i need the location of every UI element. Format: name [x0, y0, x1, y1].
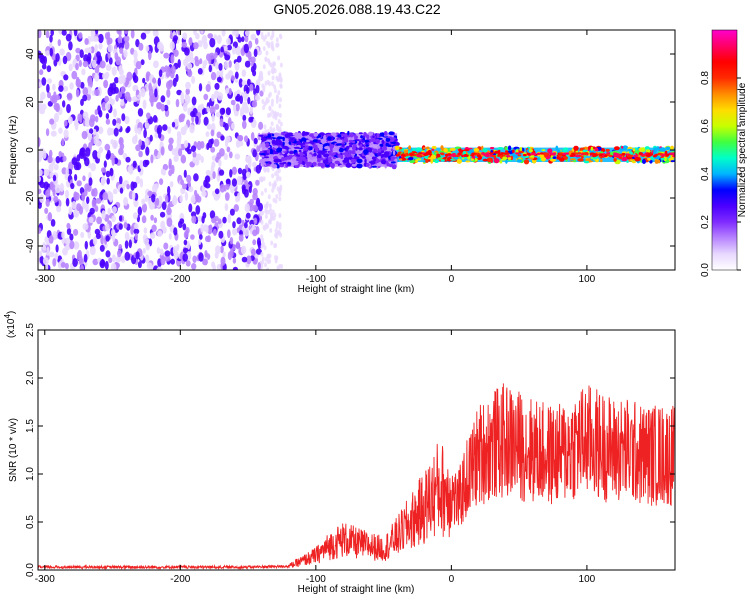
snr-x-axis: -300 -200 -100 0 100 — [35, 330, 596, 585]
snr-y-tick-label: 2.0 — [25, 371, 36, 385]
snr-x-tick-label: -200 — [170, 574, 190, 585]
svg-text:(x104): (x104) — [3, 311, 17, 338]
spectrogram-y-axis: -40 -20 0 20 40 — [25, 48, 675, 253]
spectrogram-y-tick-label: 40 — [25, 48, 36, 60]
colorbar-frame — [711, 29, 738, 271]
snr-panel: -300 -200 -100 0 100 0.0 0.5 1.0 1.5 2.0 2.5 Heig… — [3, 311, 676, 595]
snr-y-label: SNR (10 * v/v) — [8, 418, 19, 482]
spectrogram-y-tick-label: 20 — [25, 96, 36, 108]
snr-y-tick-label: 1.5 — [25, 419, 36, 433]
spectrogram-y-label: Frequency (Hz) — [8, 116, 19, 185]
spectrogram-x-tick-label: -100 — [306, 274, 326, 285]
snr-frame — [37, 329, 676, 571]
colorbar-label: Normalized spectral amplitude — [737, 82, 748, 217]
figure-title: GN05.2026.088.19.43.C22 — [273, 1, 441, 17]
spectrogram-x-tick-label: -200 — [170, 274, 190, 285]
snr-x-tick-label: 0 — [449, 574, 455, 585]
snr-series-line — [37, 383, 676, 571]
spectrogram-x-tick-label: -300 — [35, 274, 55, 285]
spectrogram-image — [38, 30, 675, 270]
spectrogram-y-tick-label: -40 — [25, 238, 36, 253]
snr-y-tick-label: 2.5 — [25, 323, 36, 337]
colorbar: 0.0 0.2 0.4 0.6 0.8 Normalized spectral ampl… — [700, 29, 748, 277]
snr-y-tick-label: 1.0 — [25, 467, 36, 481]
snr-scale-exponent: 4 — [3, 314, 12, 319]
colorbar-gradient — [712, 30, 737, 270]
spectrogram-y-tick-label: 0 — [25, 147, 36, 153]
spectrogram-x-axis: -300 -200 -100 0 100 — [35, 30, 596, 285]
colorbar-tick-label: 0.0 — [700, 263, 711, 277]
snr-y-tick-label: 0.0 — [25, 563, 36, 577]
colorbar-tick-label: 0.8 — [700, 71, 711, 85]
snr-scale-prefix: (x10 — [6, 318, 17, 338]
snr-scale-suffix: ) — [6, 311, 17, 314]
snr-x-label: Height of straight line (km) — [298, 584, 415, 595]
snr-x-tick-label: -300 — [35, 574, 55, 585]
snr-y-scale-factor: (x104) — [3, 311, 17, 338]
colorbar-ticks: 0.0 0.2 0.4 0.6 0.8 — [700, 71, 741, 277]
snr-x-tick-label: -100 — [306, 574, 326, 585]
spectrogram-x-tick-label: 100 — [579, 274, 596, 285]
snr-y-axis: 0.0 0.5 1.0 1.5 2.0 2.5 — [25, 323, 675, 577]
spectrogram-x-label: Height of straight line (km) — [298, 284, 415, 295]
spectrogram-x-tick-label: 0 — [449, 274, 455, 285]
colorbar-tick-label: 0.6 — [700, 119, 711, 133]
snr-x-tick-label: 100 — [579, 574, 596, 585]
colorbar-tick-label: 0.2 — [700, 215, 711, 229]
colorbar-tick-label: 0.4 — [700, 167, 711, 181]
spectrogram-y-tick-label: -20 — [25, 190, 36, 205]
snr-y-tick-label: 0.5 — [25, 515, 36, 529]
